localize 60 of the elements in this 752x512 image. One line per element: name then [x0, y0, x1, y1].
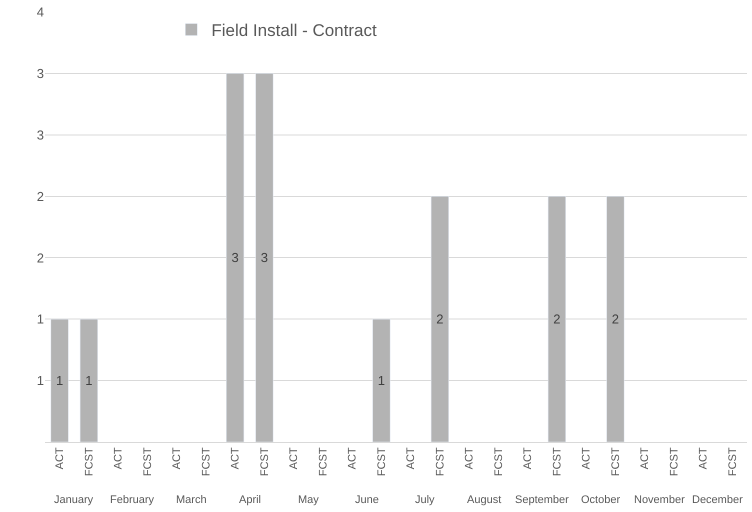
x-tick-label: FCST [142, 447, 154, 476]
text: November [634, 494, 686, 506]
y-tick-label: 1 [36, 312, 44, 327]
text: June [355, 494, 379, 506]
y-tick-label: 3 [36, 66, 44, 81]
x-tick-label: ACT [464, 447, 476, 470]
text: July [415, 494, 436, 506]
bar [606, 196, 624, 442]
bar [548, 196, 566, 442]
x-tick-label: ACT [171, 447, 184, 470]
x-tick-label: FCST [200, 447, 212, 476]
x-tick-label: ACT [522, 447, 534, 470]
x-tick-label: ACT [230, 447, 242, 470]
x-tick-label: ACT [698, 447, 710, 470]
bar [430, 196, 449, 442]
bar [80, 318, 98, 442]
y-tick-label: 2 [36, 250, 44, 266]
data-label: 1 [85, 373, 92, 388]
x-tick-label: ACT [346, 447, 359, 470]
x-tick-label: FCST [668, 447, 680, 476]
text: March [176, 494, 207, 506]
bar [372, 318, 390, 442]
x-tick-label: FCST [551, 447, 564, 476]
data-label: 2 [436, 312, 444, 327]
y-tick-label: 4 [36, 4, 44, 20]
x-tick-label: FCST [726, 447, 739, 476]
x-tick-label: ACT [112, 447, 125, 470]
x-tick-label: FCST [492, 447, 505, 476]
x-tick-label: FCST [317, 447, 330, 476]
text: October [581, 494, 620, 506]
bar [255, 73, 274, 442]
text: January [54, 494, 94, 506]
y-tick-label: 2 [36, 188, 44, 204]
text: May [298, 494, 320, 506]
data-label: 2 [612, 312, 619, 327]
legend-label: Field Install - Contract [211, 21, 377, 40]
y-tick-label: 3 [36, 127, 44, 142]
x-tick-label: ACT [580, 447, 593, 470]
y-tick-label: 1 [36, 373, 44, 388]
x-tick-label: FCST [434, 447, 446, 476]
x-tick-label: FCST [376, 447, 388, 476]
x-tick-label: ACT [639, 447, 652, 470]
text: September [515, 494, 570, 506]
data-label: 3 [232, 250, 239, 266]
data-label: 3 [260, 250, 268, 266]
text: December [692, 494, 744, 506]
bar [50, 318, 69, 442]
text: February [110, 494, 155, 506]
data-label: 1 [56, 373, 64, 388]
x-tick-label: ACT [405, 447, 418, 470]
data-label: 2 [553, 312, 560, 327]
bar [226, 73, 244, 442]
x-tick-label: FCST [83, 447, 96, 476]
data-label: 1 [378, 373, 385, 388]
x-tick-label: FCST [258, 447, 271, 476]
x-tick-label: ACT [288, 447, 300, 470]
x-tick-label: ACT [54, 447, 66, 470]
x-tick-label: FCST [610, 447, 622, 476]
text: August [467, 494, 502, 506]
text: April [239, 494, 262, 506]
